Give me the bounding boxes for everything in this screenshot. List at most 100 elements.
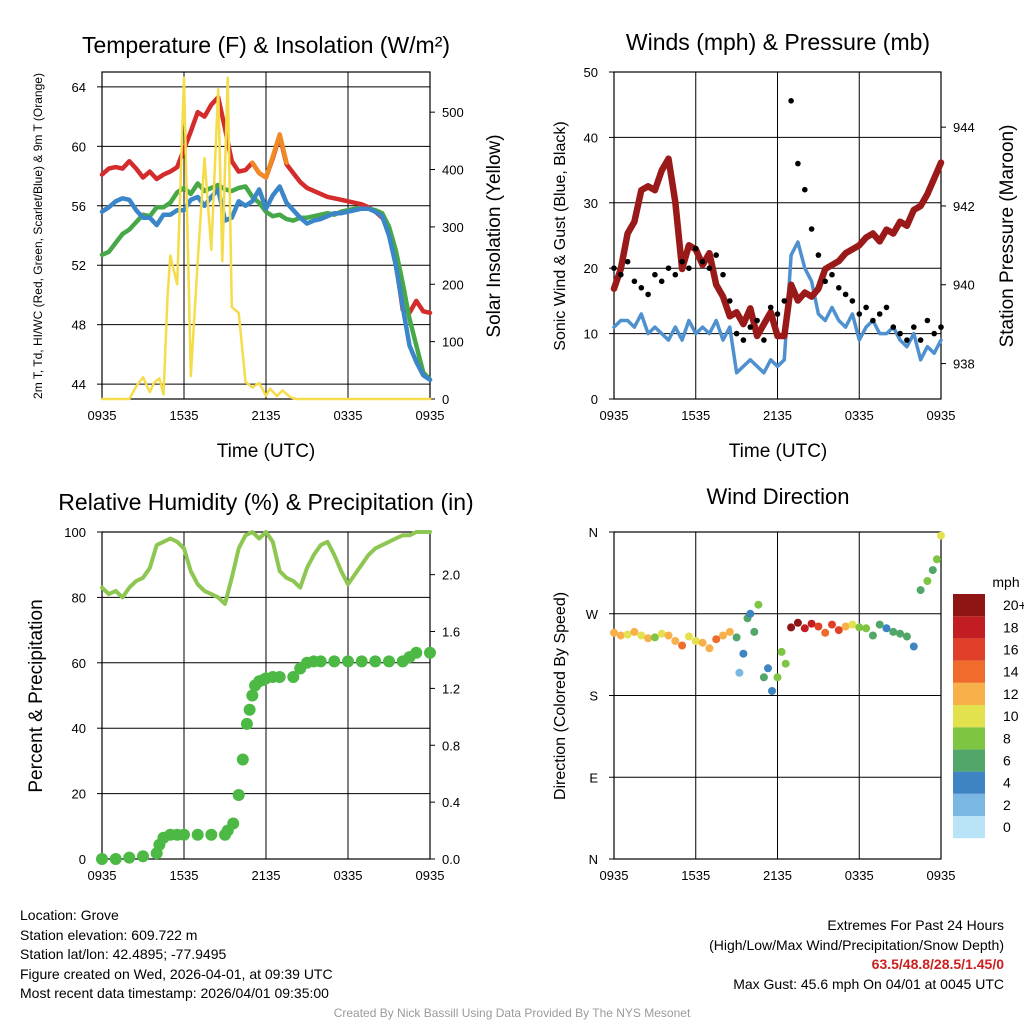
- right-tick-label: 942: [953, 199, 975, 214]
- data-point-sonic-gust: [911, 324, 917, 330]
- data-point-precipitation: [227, 817, 240, 830]
- data-point-sonic-gust: [917, 337, 924, 343]
- data-point-precipitation: [410, 646, 423, 659]
- data-point-sonic-gust: [849, 298, 856, 304]
- legend-swatch: [953, 771, 985, 794]
- right-tick-label: 400: [442, 163, 464, 178]
- chart-title: Wind Direction: [706, 484, 849, 509]
- x-axis-label: Time (UTC): [217, 441, 316, 462]
- direction-point: [768, 687, 776, 695]
- data-point-sonic-gust: [808, 226, 815, 232]
- data-point-sonic-gust: [672, 271, 679, 278]
- right-tick-label: 0.8: [442, 738, 460, 753]
- legend-label: 10: [1003, 708, 1019, 724]
- data-point-sonic-gust: [645, 291, 651, 298]
- data-point-sonic-gust: [754, 317, 760, 324]
- legend-label: 8: [1003, 730, 1011, 746]
- plot-frame: [613, 531, 942, 860]
- x-tick-label: 0335: [845, 408, 874, 423]
- data-point-precipitation: [109, 853, 122, 865]
- x-tick-label: 1535: [170, 868, 199, 883]
- direction-point: [764, 664, 772, 673]
- legend-swatch: [953, 616, 985, 639]
- data-point-precipitation: [236, 753, 249, 766]
- x-tick-label: 0935: [88, 868, 117, 883]
- legend-swatch: [953, 727, 985, 750]
- location-text: Location: Grove: [20, 907, 119, 923]
- y-axis-label: 2m T, Td, HI/WC (Red, Green, Scarlet/Blu…: [31, 73, 45, 399]
- y-tick-label: 64: [72, 80, 86, 95]
- legend-label: 18: [1003, 619, 1019, 635]
- direction-point: [610, 628, 618, 637]
- data-point-sonic-gust: [720, 271, 726, 278]
- y-axis-label: Direction (Colored By Speed): [552, 592, 569, 800]
- data-point-precipitation: [243, 703, 256, 716]
- direction-point: [828, 620, 836, 629]
- direction-point: [896, 629, 905, 638]
- direction-point: [754, 600, 763, 609]
- latlon-text: Station lat/lon: 42.4895; -77.9495: [20, 946, 227, 962]
- legend-swatch: [953, 816, 985, 839]
- data-point-sonic-gust: [938, 324, 944, 330]
- direction-point: [862, 624, 871, 633]
- y-tick-label: 0: [79, 852, 86, 867]
- data-point-sonic-gust: [713, 252, 719, 258]
- data-point-sonic-gust: [767, 304, 774, 311]
- direction-point: [807, 619, 816, 628]
- direction-point: [928, 566, 937, 575]
- direction-point: [678, 641, 687, 650]
- legend-title: mph: [992, 574, 1019, 590]
- data-point-precipitation: [137, 850, 149, 863]
- x-tick-label: 0935: [600, 868, 629, 883]
- data-point-sonic-gust: [863, 304, 869, 311]
- y-tick-label: 100: [64, 525, 86, 540]
- direction-point: [787, 623, 796, 632]
- data-point-sonic-gust: [747, 324, 754, 330]
- data-point-precipitation: [342, 655, 354, 668]
- y-tick-label: W: [586, 607, 599, 622]
- y-tick-label: 60: [72, 656, 86, 671]
- data-point-sonic-gust: [924, 317, 931, 324]
- credit-text: Created By Nick Bassill Using Data Provi…: [333, 1006, 691, 1020]
- right-tick-label: 1.6: [442, 625, 460, 640]
- data-point-sonic-gust: [761, 337, 767, 343]
- y-tick-label: E: [589, 770, 598, 785]
- direction-point: [937, 531, 945, 540]
- direction-point: [732, 633, 741, 642]
- direction-point: [759, 673, 768, 682]
- direction-point: [739, 649, 748, 658]
- elevation-text: Station elevation: 609.722 m: [20, 926, 198, 943]
- data-point-precipitation: [191, 828, 204, 841]
- data-point-sonic-gust: [836, 285, 842, 291]
- direction-point: [630, 627, 639, 636]
- legend-label: 6: [1003, 753, 1011, 769]
- legend-label: 16: [1003, 642, 1019, 658]
- data-point-precipitation: [96, 853, 108, 865]
- y-tick-label: 20: [72, 787, 86, 802]
- right-tick-label: 300: [442, 220, 464, 235]
- data-point-precipitation: [328, 655, 341, 668]
- direction-point: [684, 632, 693, 641]
- direction-point: [889, 627, 898, 636]
- direction-point: [698, 638, 707, 647]
- x-tick-label: 1535: [681, 408, 710, 423]
- data-point-sonic-gust: [699, 258, 706, 265]
- y-tick-label: 0: [591, 392, 598, 407]
- y-tick-label: S: [589, 689, 598, 704]
- data-point-precipitation: [178, 828, 190, 841]
- x-tick-label: 0935: [927, 408, 956, 423]
- data-point-sonic-gust: [774, 311, 781, 317]
- x-tick-label: 0935: [416, 868, 445, 883]
- plot-frame: [613, 71, 942, 400]
- right-tick-label: 2.0: [442, 568, 460, 583]
- data-point-precipitation: [383, 655, 395, 668]
- extremes-info: Extremes For Past 24 Hours (High/Low/Max…: [709, 916, 1004, 994]
- created-text: Figure created on Wed, 2026-04-01, at 09…: [20, 965, 333, 982]
- direction-point: [746, 609, 755, 618]
- direction-point: [841, 622, 850, 631]
- direction-point: [705, 644, 714, 653]
- direction-point: [868, 631, 877, 640]
- direction-point: [781, 659, 790, 668]
- data-point-sonic-gust: [788, 98, 794, 104]
